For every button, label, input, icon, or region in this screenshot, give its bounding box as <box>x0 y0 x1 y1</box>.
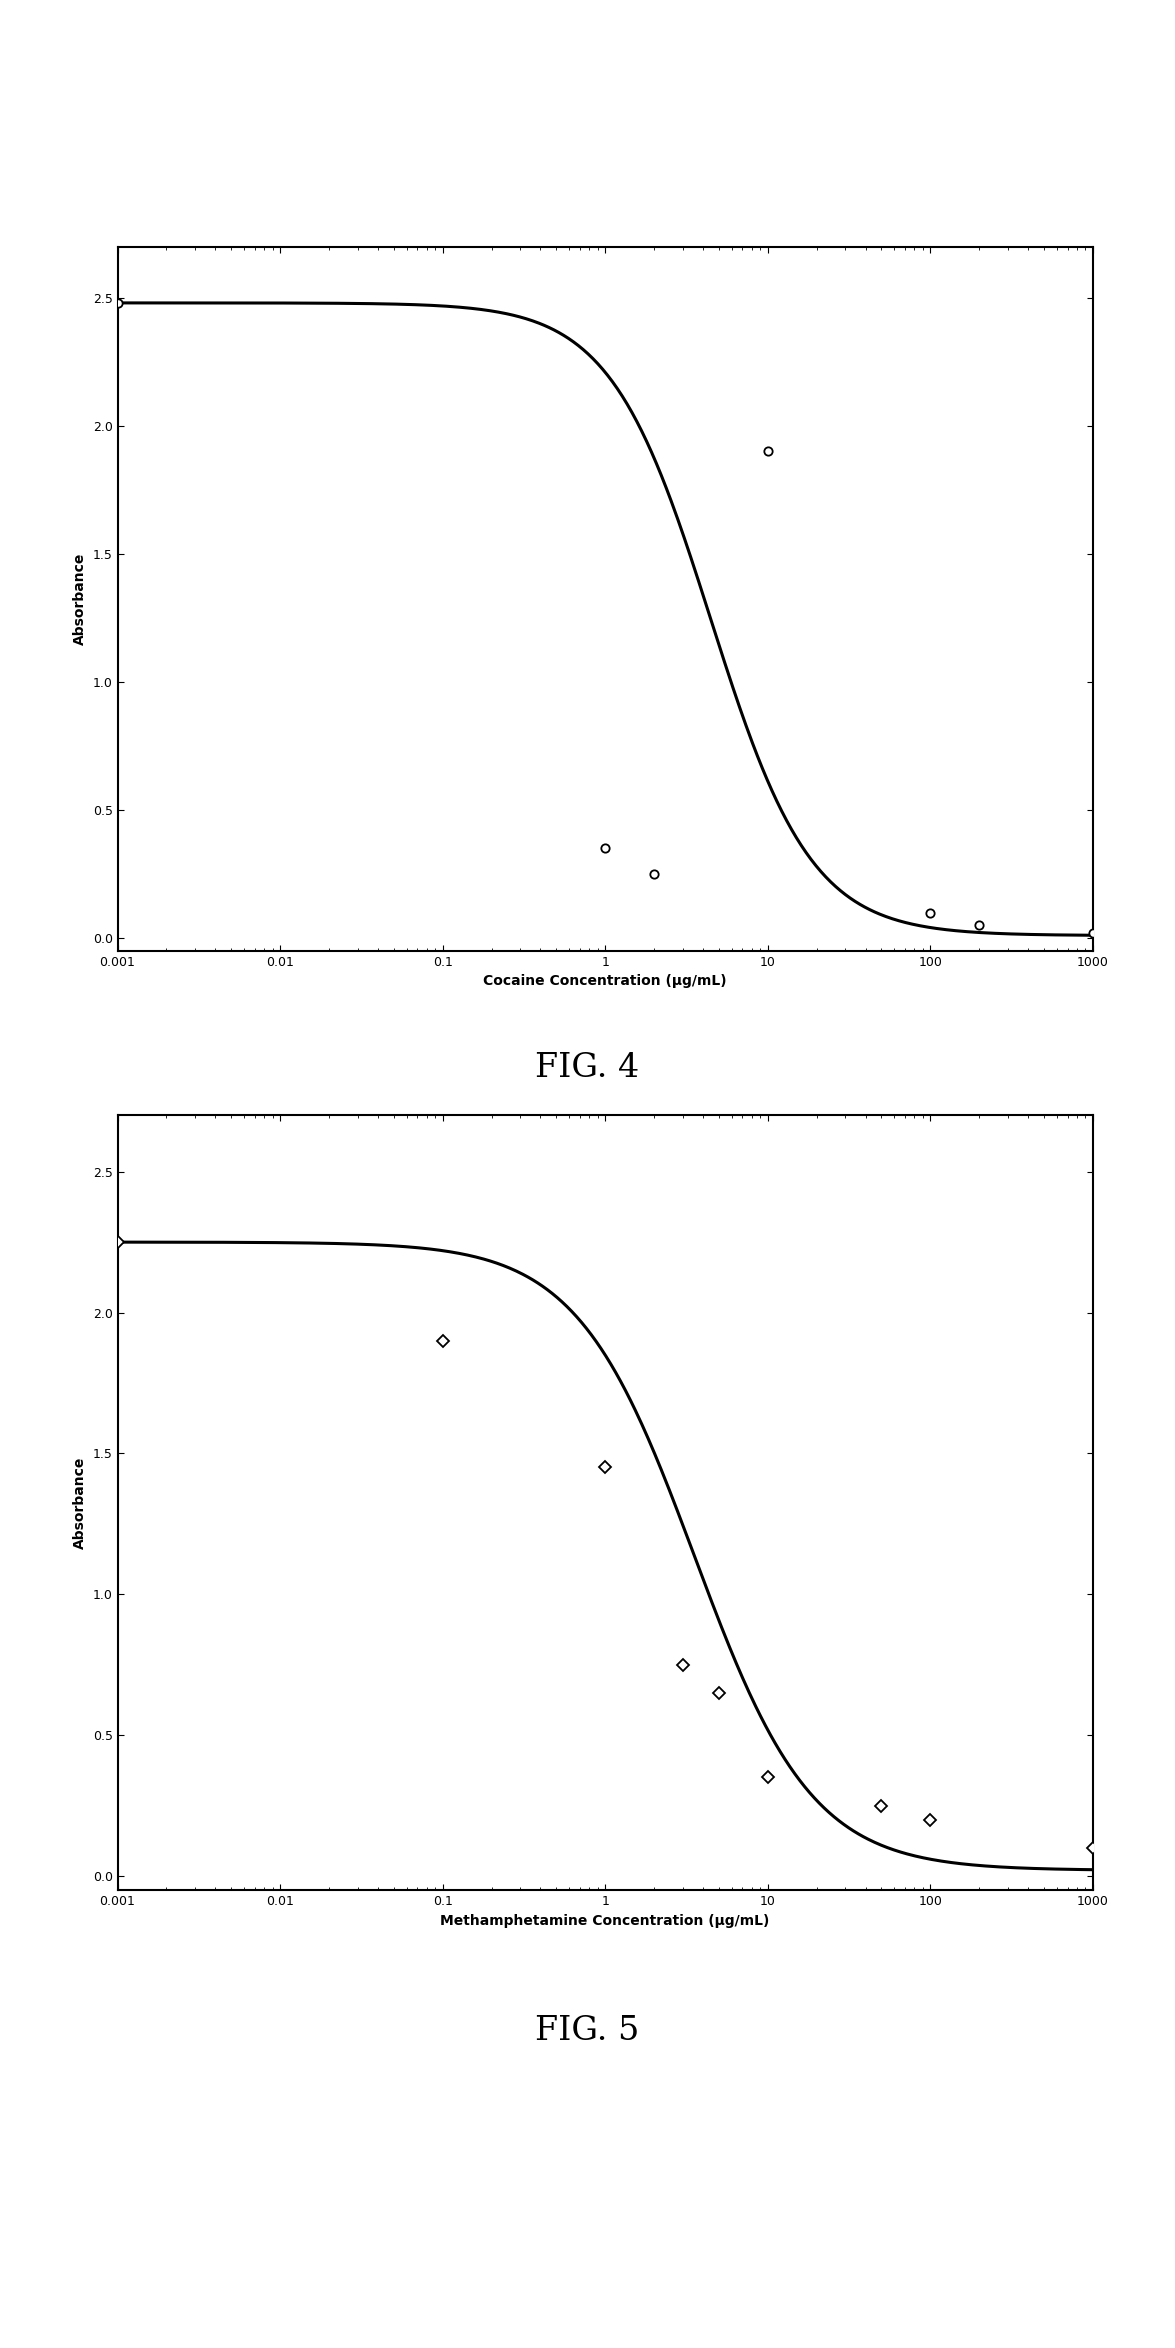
X-axis label: Methamphetamine Concentration (μg/mL): Methamphetamine Concentration (μg/mL) <box>441 1914 770 1928</box>
Y-axis label: Absorbance: Absorbance <box>73 1456 87 1550</box>
Y-axis label: Absorbance: Absorbance <box>73 552 87 646</box>
X-axis label: Cocaine Concentration (μg/mL): Cocaine Concentration (μg/mL) <box>483 974 727 989</box>
Text: FIG. 4: FIG. 4 <box>536 1052 639 1085</box>
Text: FIG. 5: FIG. 5 <box>536 2015 639 2047</box>
